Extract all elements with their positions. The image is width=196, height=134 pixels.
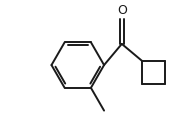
Text: O: O xyxy=(117,4,127,17)
